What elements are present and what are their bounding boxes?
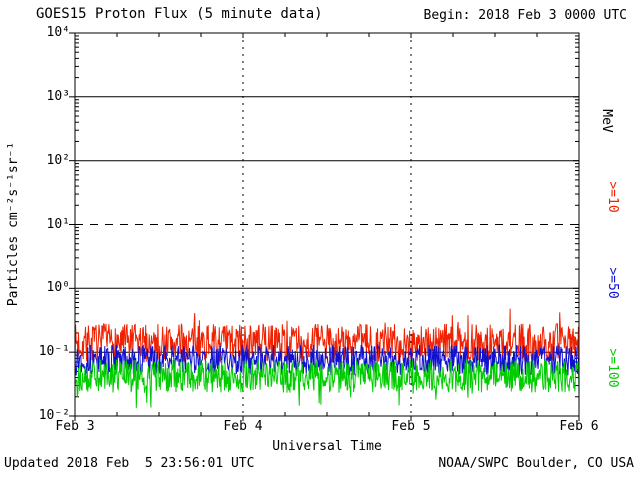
series-line--100-mev [74,359,580,408]
x-tick-label: Feb 5 [391,419,431,434]
right-axis-label-ge100: >=100 [605,348,621,388]
right-axis-label-ge10: >=10 [605,181,621,213]
y-axis-title: Particles cm⁻²s⁻¹sr⁻¹ [5,141,21,307]
series-line--10-mev [74,308,580,364]
x-tick-label: Feb 6 [559,419,599,434]
y-tick-label: 10⁻¹ [38,344,70,359]
right-axis-label-ge50: >=50 [605,267,621,299]
plot-frame [74,32,580,417]
right-axis-label-mev: MeV [599,109,615,133]
y-tick-label: 10⁻² [38,408,70,423]
y-tick-label: 10¹ [46,217,70,232]
x-tick-label: Feb 4 [223,419,263,434]
x-axis-title: Universal Time [272,439,382,454]
y-tick-label: 10² [46,153,70,168]
updated-timestamp: Updated 2018 Feb 5 23:56:01 UTC [4,456,255,471]
credit-label: NOAA/SWPC Boulder, CO USA [438,456,634,471]
chart-title: GOES15 Proton Flux (5 minute data) [36,6,323,22]
x-tick-label: Feb 3 [55,419,95,434]
y-tick-label: 10⁰ [46,280,70,295]
y-tick-label: 10³ [46,89,70,104]
y-tick-label: 10⁴ [46,25,70,40]
begin-time-label: Begin: 2018 Feb 3 0000 UTC [423,8,628,23]
